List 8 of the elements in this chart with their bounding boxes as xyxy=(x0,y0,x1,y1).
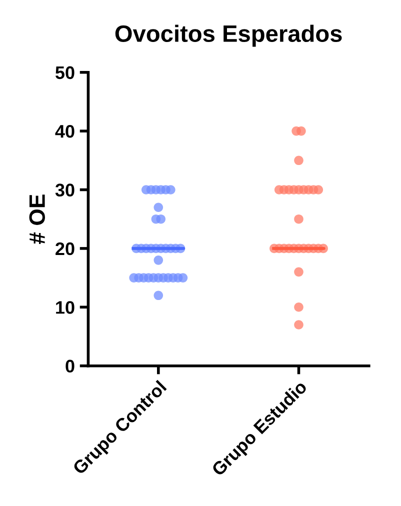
y-tick-label: 40 xyxy=(55,124,74,138)
y-tick-label: 30 xyxy=(55,184,74,196)
y-axis-title: # OE xyxy=(29,194,45,244)
y-tick-label: 10 xyxy=(56,301,74,314)
y-tick-label: 0 xyxy=(66,360,74,373)
y-tick-label: 50 xyxy=(56,66,74,80)
y-tick-label: 20 xyxy=(56,242,74,256)
chart-title: Ovocitos Esperados xyxy=(115,24,342,47)
